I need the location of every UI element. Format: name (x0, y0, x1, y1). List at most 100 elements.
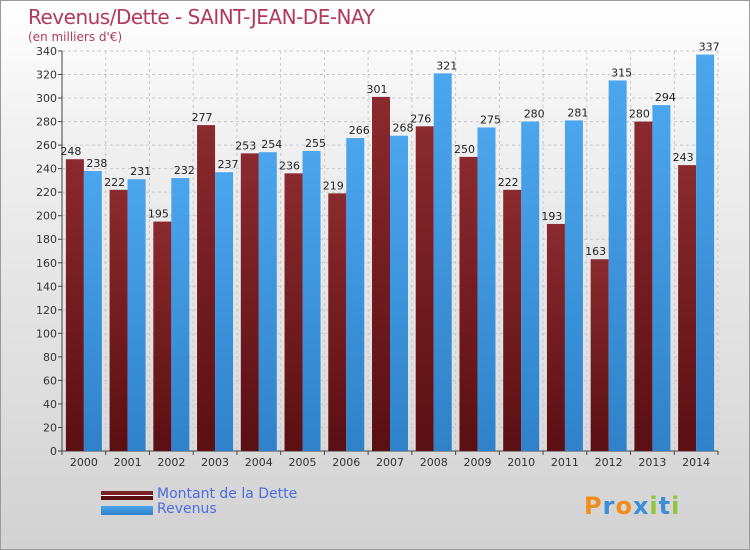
data-label: 163 (585, 245, 606, 258)
bar-dette (546, 223, 565, 451)
data-label: 275 (480, 113, 501, 126)
logo-letter: t (658, 492, 672, 520)
chart-title: Revenus/Dette - SAINT-JEAN-DE-NAY (28, 5, 375, 29)
x-tick-label: 2004 (245, 456, 273, 469)
y-tick-label: 340 (36, 45, 57, 58)
bar-revenus (608, 80, 627, 451)
bar-dette (197, 125, 216, 451)
bar-dette (415, 126, 434, 451)
bars (65, 54, 715, 452)
bar-dette (153, 221, 172, 451)
proxiti-logo: Proxiti (584, 492, 680, 520)
y-tick-label: 200 (36, 210, 57, 223)
bar-revenus (258, 152, 277, 452)
x-tick-label: 2000 (70, 456, 98, 469)
bar-dette (503, 189, 522, 451)
legend-swatch-dette (101, 491, 153, 500)
data-label: 243 (673, 151, 694, 164)
legend-swatch-revenus (101, 506, 153, 515)
x-tick-label: 2011 (551, 456, 579, 469)
data-label: 236 (279, 159, 300, 172)
x-tick-label: 2002 (157, 456, 185, 469)
data-label: 321 (436, 59, 457, 72)
bar-dette (284, 173, 303, 451)
data-label: 277 (192, 111, 213, 124)
y-tick-label: 240 (36, 163, 57, 176)
bar-revenus (433, 73, 452, 452)
data-label: 231 (130, 165, 151, 178)
y-tick-label: 40 (43, 398, 57, 411)
x-tick-label: 2014 (682, 456, 710, 469)
data-label: 266 (349, 124, 370, 137)
bar-dette (65, 159, 84, 451)
bar-revenus (521, 121, 540, 452)
data-label: 193 (541, 210, 562, 223)
x-tick-label: 2003 (201, 456, 229, 469)
data-label: 250 (454, 143, 475, 156)
bar-revenus (171, 178, 190, 451)
bar-revenus (477, 127, 496, 452)
data-label: 315 (611, 66, 632, 79)
y-tick-label: 100 (36, 327, 57, 340)
bar-revenus (215, 172, 234, 452)
data-label: 294 (655, 91, 676, 104)
data-label: 276 (410, 112, 431, 125)
logo-letter: P (584, 492, 603, 520)
y-tick-label: 260 (36, 139, 57, 152)
bar-revenus (83, 171, 102, 451)
logo-letter: o (615, 492, 633, 520)
data-label: 268 (393, 122, 414, 135)
data-label: 222 (104, 176, 125, 189)
bar-revenus (564, 120, 583, 451)
data-label: 281 (567, 106, 588, 119)
bar-revenus (302, 151, 321, 451)
x-tick-label: 2008 (420, 456, 448, 469)
y-tick-label: 220 (36, 186, 57, 199)
data-label: 219 (323, 179, 344, 192)
bar-dette (109, 189, 128, 451)
data-label: 280 (629, 108, 650, 121)
y-tick-label: 160 (36, 257, 57, 270)
bar-revenus (127, 179, 146, 451)
logo-letter: x (632, 492, 650, 520)
bar-revenus (652, 105, 671, 451)
x-tick-label: 2009 (463, 456, 491, 469)
data-label: 248 (60, 145, 81, 158)
y-tick-label: 0 (50, 445, 57, 458)
bar-dette (634, 121, 653, 452)
legend-label-revenus: Revenus (157, 501, 217, 517)
legend-label-dette: Montant de la Dette (157, 486, 298, 502)
x-tick-label: 2006 (332, 456, 360, 469)
bar-revenus (390, 135, 408, 452)
data-label: 195 (148, 208, 169, 221)
data-label: 222 (498, 176, 519, 189)
data-label: 237 (218, 158, 239, 171)
data-label: 238 (86, 157, 107, 170)
logo-letter: i (671, 492, 681, 520)
data-labels: 248 222 195 277 253 236 219 301 276 250 222 193 163 2… (60, 41, 719, 259)
x-tick-label: 2007 (376, 456, 404, 469)
logo-letter: i (649, 492, 659, 520)
y-tick-label: 180 (36, 233, 57, 246)
logo-letter: r (602, 492, 616, 520)
y-tick-label: 140 (36, 280, 57, 293)
chart-subtitle: (en milliers d'€) (28, 30, 123, 44)
data-label: 254 (261, 138, 282, 151)
bar-revenus (696, 54, 715, 451)
y-tick-label: 80 (43, 351, 57, 364)
y-tick-label: 20 (43, 421, 57, 434)
bar-dette (240, 153, 259, 451)
data-label: 255 (305, 137, 326, 150)
data-label: 337 (699, 41, 720, 54)
bar-dette (590, 259, 609, 451)
x-tick-label: 2001 (114, 456, 142, 469)
y-tick-label: 60 (43, 374, 57, 387)
x-tick-label: 2010 (507, 456, 535, 469)
data-label: 280 (524, 108, 545, 121)
y-tick-label: 280 (36, 116, 57, 129)
bar-dette (328, 193, 347, 451)
data-label: 253 (235, 139, 256, 152)
y-tick-label: 320 (36, 69, 57, 82)
